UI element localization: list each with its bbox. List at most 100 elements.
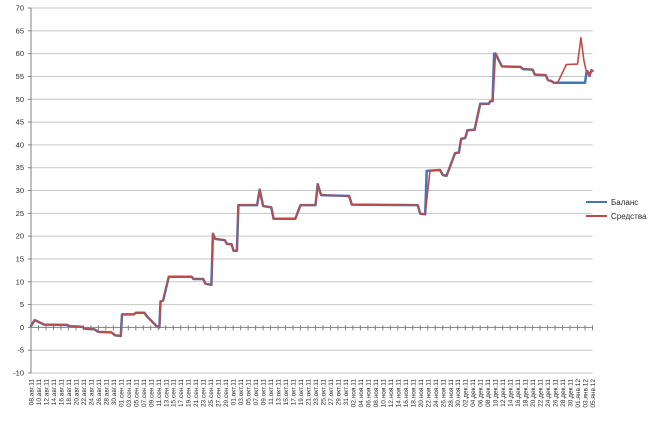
- funds-series-line: [30, 36, 594, 337]
- x-axis-label: 13.сен.11: [163, 379, 170, 407]
- y-axis-label: 15: [16, 254, 24, 263]
- x-axis-label: 20.авг.11: [73, 379, 80, 406]
- y-axis-label: 55: [16, 72, 24, 81]
- x-axis-label: 26.авг.11: [96, 379, 103, 406]
- x-axis-label: 31.окт.11: [343, 379, 350, 406]
- y-axis-label: -5: [17, 346, 24, 355]
- x-axis-label: 28.ноя.11: [448, 379, 455, 408]
- y-axis-label: 35: [16, 163, 24, 172]
- x-axis-label: 07.сен.11: [141, 379, 148, 407]
- x-axis-label: 02.дек.11: [463, 379, 470, 407]
- legend-label-funds: Средства: [611, 211, 647, 221]
- x-axis-label: 05.янв.12: [590, 379, 597, 408]
- x-axis-label: 14.авг.11: [51, 379, 58, 406]
- x-axis-label: 14.ноя.11: [395, 379, 402, 408]
- x-axis-label: 25.сен.11: [208, 379, 215, 407]
- balance-series-line: [29, 52, 594, 338]
- x-axis-label: 10.дек.11: [493, 379, 500, 407]
- x-axis-label: 26.ноя.11: [440, 379, 447, 408]
- x-axis-label: 12.дек.11: [500, 379, 507, 407]
- x-axis-label: 30.авг.11: [111, 379, 118, 406]
- x-axis-label: 01.окт.11: [231, 379, 238, 406]
- x-axis-label: 19.сен.11: [186, 379, 193, 407]
- y-axis-label: 0: [20, 323, 24, 332]
- y-axis-label: 60: [16, 49, 24, 58]
- y-axis-label: 65: [16, 26, 24, 35]
- y-axis-label: 5: [20, 300, 24, 309]
- x-axis-label: 22.ноя.11: [425, 379, 432, 408]
- x-axis-label: 16.авг.11: [58, 379, 65, 406]
- x-axis-label: 08.дек.11: [485, 379, 492, 407]
- x-axis-label: 11.окт.11: [268, 379, 275, 405]
- x-axis-label: 11.сен.11: [156, 379, 163, 407]
- x-axis-label: 23.окт.11: [313, 379, 320, 406]
- x-axis-label: 20.ноя.11: [418, 379, 425, 408]
- funds-line-swatch: [586, 215, 607, 217]
- x-axis-label: 03.янв.12: [583, 379, 590, 408]
- x-axis-label: 18.авг.11: [66, 379, 73, 406]
- legend-item-funds: Средства: [586, 209, 646, 223]
- x-axis-label: 15.окт.11: [283, 379, 290, 406]
- x-axis-label: 18.ноя.11: [410, 379, 417, 408]
- x-axis-label: 27.сен.11: [216, 379, 223, 407]
- x-axis-label: 21.сен.11: [193, 379, 200, 407]
- legend-label-balance: Баланс: [611, 197, 639, 207]
- x-axis-label: 01.янв.12: [575, 379, 582, 408]
- y-axis-label: 20: [16, 232, 24, 241]
- y-axis-label: 25: [16, 209, 24, 218]
- x-axis-label: 02.ноя.11: [350, 379, 357, 408]
- y-axis-label: 30: [16, 186, 24, 195]
- x-axis-label: 06.дек.11: [478, 379, 485, 407]
- x-axis-label: 07.окт.11: [253, 379, 260, 406]
- legend-item-balance: Баланс: [586, 195, 646, 209]
- x-axis-label: 24.ноя.11: [433, 379, 440, 408]
- x-axis-label: 29.сен.11: [223, 379, 230, 407]
- y-axis-label: 10: [16, 277, 24, 286]
- x-axis-label: 22.авг.11: [81, 379, 88, 406]
- x-axis-label: 04.ноя.11: [358, 379, 365, 408]
- x-axis-label: 12.авг.11: [43, 379, 50, 406]
- x-axis-label: 24.авг.11: [88, 379, 95, 406]
- x-axis-label: 17.окт.11: [291, 379, 298, 406]
- x-axis-label: 18.дек.11: [523, 379, 530, 407]
- x-axis-label: 08.ноя.11: [373, 379, 380, 408]
- x-axis-label: 22.дек.11: [538, 379, 545, 407]
- x-axis-label: 05.окт.11: [246, 379, 253, 406]
- x-axis-label: 16.ноя.11: [403, 379, 410, 408]
- x-axis-label: 12.ноя.11: [388, 379, 395, 408]
- x-axis-label: 10.авг.11: [36, 379, 43, 406]
- x-axis-label: 19.окт.11: [298, 379, 305, 406]
- x-axis-label: 01.сен.11: [118, 379, 125, 407]
- x-axis-label: 03.сен.11: [126, 379, 133, 407]
- x-axis-label: 30.ноя.11: [455, 379, 462, 408]
- x-axis-label: 24.дек.11: [545, 379, 552, 407]
- x-axis-label: 08.авг.11: [29, 379, 36, 406]
- y-axis-label: 40: [16, 140, 24, 149]
- y-axis-label: -10: [13, 369, 24, 378]
- x-axis-label: 30.дек.11: [568, 379, 575, 407]
- x-axis-label: 23.сен.11: [201, 379, 208, 407]
- x-axis-label: 09.окт.11: [261, 379, 268, 406]
- x-axis-label: 26.дек.11: [553, 379, 560, 407]
- balance-line-swatch: [586, 201, 607, 203]
- x-axis-label: 09.сен.11: [148, 379, 155, 407]
- x-axis-label: 10.ноя.11: [380, 379, 387, 408]
- x-axis-label: 04.дек.11: [470, 379, 477, 407]
- x-axis-label: 17.сен.11: [178, 379, 185, 407]
- x-axis-label: 16.дек.11: [515, 379, 522, 407]
- x-axis-label: 28.авг.11: [103, 379, 110, 406]
- y-axis-label: 45: [16, 118, 24, 127]
- x-axis-label: 29.окт.11: [335, 379, 342, 406]
- y-axis-label: 70: [16, 4, 24, 13]
- x-axis-label: 06.ноя.11: [365, 379, 372, 408]
- x-axis-label: 13.окт.11: [276, 379, 283, 406]
- x-axis-label: 25.окт.11: [320, 379, 327, 406]
- x-axis-label: 21.окт.11: [306, 379, 313, 406]
- x-axis-label: 05.сен.11: [133, 379, 140, 407]
- x-axis-label: 03.окт.11: [238, 379, 245, 406]
- x-axis-label: 28.дек.11: [560, 379, 567, 407]
- legend: Баланс Средства: [586, 195, 646, 223]
- y-axis-label: 50: [16, 95, 24, 104]
